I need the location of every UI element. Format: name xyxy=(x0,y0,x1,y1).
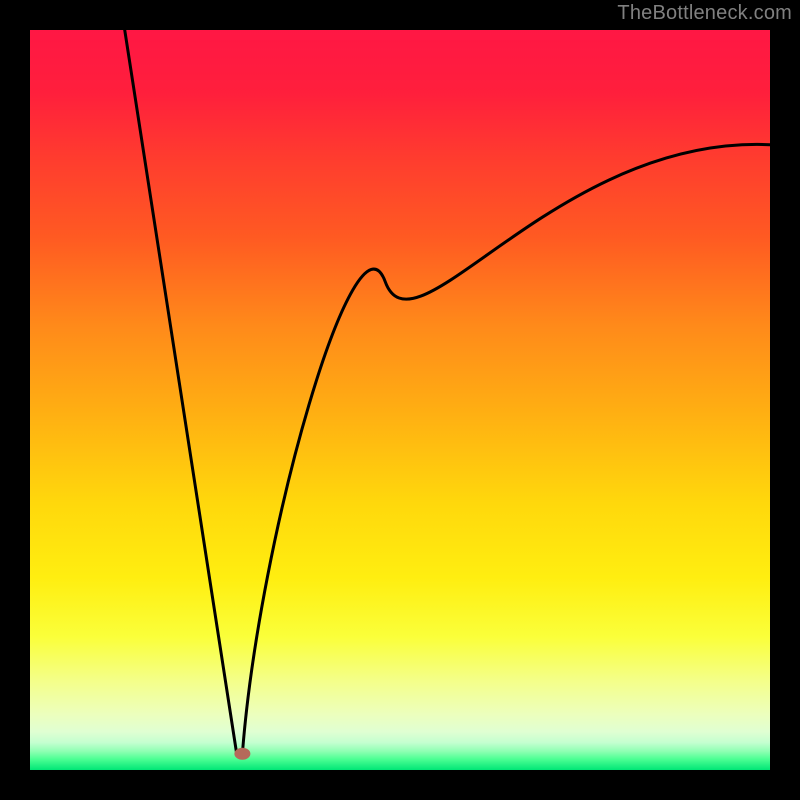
watermark-text: TheBottleneck.com xyxy=(617,2,792,25)
chart-svg xyxy=(0,0,800,800)
chart-container: TheBottleneck.com xyxy=(0,0,800,800)
minimum-marker xyxy=(234,748,250,760)
